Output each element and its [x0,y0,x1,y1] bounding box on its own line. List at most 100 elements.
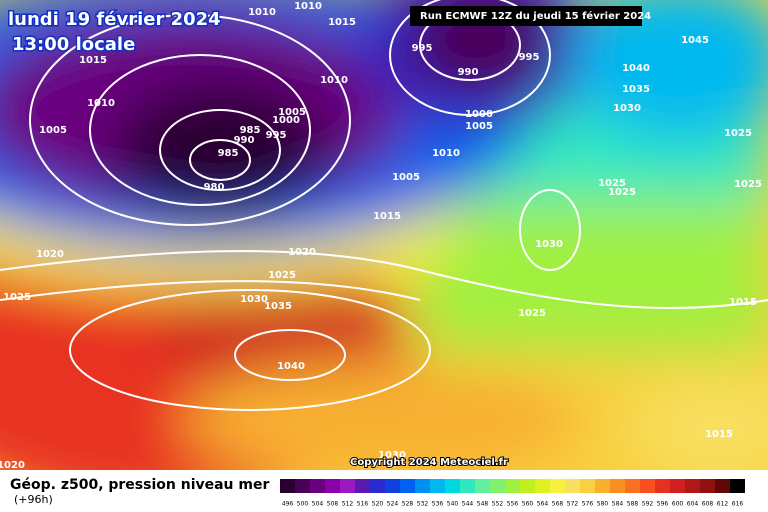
isobar-label: 1015 [328,17,356,28]
colorbar-label: 520 [372,501,384,508]
isobar-label: 1025 [518,308,546,319]
isobar-label: 995 [519,52,540,63]
colorbar-label: 588 [627,501,639,508]
time-title: 13:00 locale [12,34,135,55]
colorbar-swatch [535,479,550,493]
isobar-label: 1025 [724,128,752,139]
colorbar-swatch [475,479,490,493]
colorbar-label: 576 [582,501,594,508]
colorbar-swatch [715,479,730,493]
colorbar-label: 616 [732,501,744,508]
colorbar-swatch [595,479,610,493]
isobar-label: 1010 [432,148,460,159]
isobar-label: 1005 [392,172,420,183]
colorbar-label: 500 [297,501,309,508]
colorbar-swatch [340,479,355,493]
isobar-label: 1020 [288,247,316,258]
colorbar-label: 544 [462,501,474,508]
colorbar-label: 568 [552,501,564,508]
colorbar-swatch [580,479,595,493]
isobar-label: 985 [218,148,239,159]
colorbar-label: 572 [567,501,579,508]
colorbar-label: 548 [477,501,489,508]
isobar-label: 1040 [622,63,650,74]
colorbar-swatch [415,479,430,493]
run-info: Run ECMWF 12Z du jeudi 15 février 2024 [420,10,651,22]
lead-time: (+96h) [14,493,53,506]
isobar-label: 1035 [264,301,292,312]
colorbar-label: 600 [672,501,684,508]
isobar-label: 1000 [272,115,300,126]
isobar-label: 1000 [465,109,493,120]
isobar-label: 1010 [87,98,115,109]
colorbar-swatch [565,479,580,493]
colorbar-label: 504 [312,501,324,508]
colorbar-label: 524 [387,501,399,508]
colorbar-swatch [685,479,700,493]
colorbar-swatch [670,479,685,493]
isobar-label: 1030 [240,294,268,305]
isobar-label: 1015 [729,297,757,308]
isobar-label: 1025 [598,178,626,189]
isobar-label: 1020 [36,249,64,260]
isobar-label: 1035 [622,84,650,95]
colorbar-label: 496 [282,501,294,508]
isobar-label: 1025 [608,187,636,198]
colorbar-label: 560 [522,501,534,508]
isobar-label: 990 [458,67,479,78]
isobar-label: 1030 [613,103,641,114]
colorbar-swatch [385,479,400,493]
colorbar-label: 508 [327,501,339,508]
isobar-label: 1030 [378,450,406,461]
isobar-label: 1010 [294,1,322,12]
colorbar-swatch [640,479,655,493]
colorbar-swatch [295,479,310,493]
colorbar: 496 500 504 508 512 516 520 524 528 532 536 540 544 5… [280,479,745,508]
isobar-label: 1025 [268,270,296,281]
isobar-labels: 1010101010151015101010101005100510009959… [0,1,762,471]
colorbar-swatch [505,479,520,493]
colorbar-label: 580 [597,501,609,508]
colorbar-label: 516 [357,501,369,508]
copyright: Copyright 2024 Meteociel.fr [350,457,508,468]
colorbar-swatch [550,479,565,493]
colorbar-swatch [370,479,385,493]
colorbar-label: 552 [492,501,504,508]
colorbar-label: 536 [432,501,444,508]
colorbar-label: 604 [687,501,699,508]
colorbar-label: 512 [342,501,354,508]
date-title: lundi 19 février 2024 [8,9,221,30]
colorbar-swatch [460,479,475,493]
isobar-label: 985 [240,125,261,136]
isobar-label: 980 [204,182,225,193]
colorbar-swatch [625,479,640,493]
colorbar-swatch [325,479,340,493]
colorbar-label: 584 [612,501,624,508]
colorbar-label: 564 [537,501,549,508]
isobar-label: 1025 [3,292,31,303]
isobar-label: 1010 [248,7,276,18]
run-box [410,6,642,26]
isobar-label: 995 [412,43,433,54]
legend-title: Géop. z500, pression niveau mer [10,477,269,493]
colorbar-swatch [445,479,460,493]
isobar-label: 1020 [0,460,25,471]
colorbar-swatch [655,479,670,493]
colorbar-label: 532 [417,501,429,508]
colorbar-swatch [490,479,505,493]
colorbar-swatch [310,479,325,493]
colorbar-swatch [430,479,445,493]
colorbar-label: 540 [447,501,459,508]
isobar-label: 1025 [734,179,762,190]
colorbar-label: 556 [507,501,519,508]
isobar-label: 1040 [277,361,305,372]
isobar-label: 1005 [465,121,493,132]
isobar-label: 1005 [39,125,67,136]
isobar-label: 990 [234,135,255,146]
isobar-label: 1030 [535,239,563,250]
colorbar-label: 528 [402,501,414,508]
colorbar-swatch [730,479,745,493]
isobar-label: 995 [266,130,287,141]
